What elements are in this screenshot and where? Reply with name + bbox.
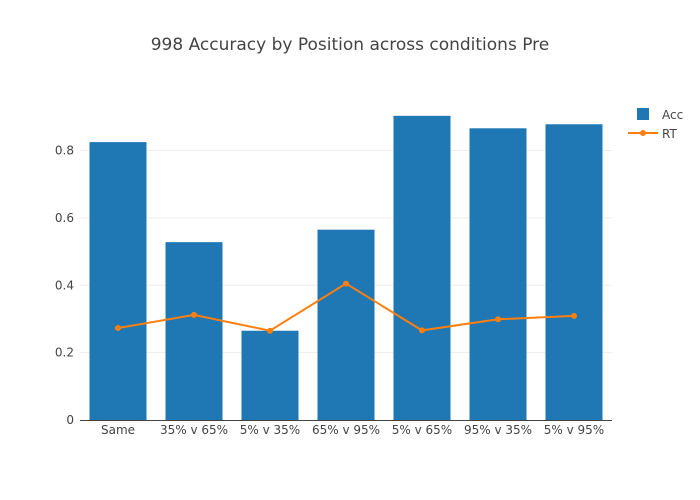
x-tick-label: Same [101,423,135,437]
point-rt[interactable] [419,327,425,334]
chart-title: 998 Accuracy by Position across conditio… [151,35,550,55]
bar-acc[interactable] [545,124,603,421]
legend[interactable]: Acc RT [628,108,683,141]
y-tick-labels: 0 0.2 0.4 0.6 0.8 [55,144,74,427]
bar-acc[interactable] [89,142,147,420]
bar-acc[interactable] [241,330,299,420]
x-tick-label: 35% v 65% [160,423,228,437]
point-rt[interactable] [191,311,197,318]
bar-series-acc [89,115,603,421]
x-tick-labels: Same 35% v 65% 5% v 35% 65% v 95% 5% v 65% 95… [101,423,604,437]
legend-rt-label: RT [662,127,677,141]
x-tick-label: 5% v 35% [240,423,300,437]
bar-acc[interactable] [165,242,223,420]
y-tick-label: 0.8 [55,144,74,158]
legend-acc-swatch [637,108,649,120]
legend-rt-marker [640,130,646,136]
bar-acc[interactable] [317,229,375,420]
bar-acc[interactable] [393,115,451,421]
y-tick-label: 0.4 [55,278,74,292]
y-tick-label: 0.6 [55,211,74,225]
x-tick-label: 5% v 95% [544,423,604,437]
x-tick-label: 5% v 65% [392,423,452,437]
x-tick-label: 95% v 35% [464,423,532,437]
point-rt[interactable] [571,312,577,319]
point-rt[interactable] [267,327,273,334]
y-tick-label: 0.2 [55,346,74,360]
x-tick-label: 65% v 95% [312,423,380,437]
point-rt[interactable] [115,325,121,332]
line-series-rt [115,280,577,334]
legend-acc-label: Acc [662,108,683,122]
bar-acc[interactable] [469,128,527,420]
y-tick-label: 0 [66,413,74,427]
point-rt[interactable] [495,316,501,323]
point-rt[interactable] [343,280,349,287]
